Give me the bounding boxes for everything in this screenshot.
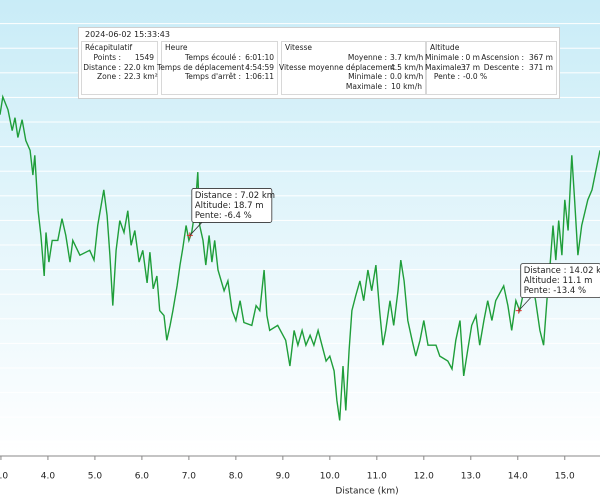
panel-value: 22.3 km² bbox=[124, 72, 158, 82]
panel-label: Zone : bbox=[96, 72, 121, 82]
x-tick-label: 11.0 bbox=[367, 472, 387, 482]
annotation-box bbox=[191, 188, 273, 223]
x-tick-label: 13.0 bbox=[461, 472, 481, 482]
annotation-text: Altitude: 18.7 m bbox=[195, 201, 264, 211]
panel-label: Vitesse moyenne déplacement : bbox=[279, 62, 400, 72]
summary-panel: 2024-06-02 15:33:43 Récapitulatif Points … bbox=[78, 27, 560, 99]
panel-value: 4.5 km/h bbox=[390, 62, 424, 72]
panel-label: Temps d'arrêt : bbox=[184, 72, 241, 82]
panel-value: 4:54:59 bbox=[245, 62, 274, 72]
panel-row: Maximale : 10 km/h bbox=[285, 82, 422, 92]
panel-value: 1:06:11 bbox=[245, 72, 274, 82]
x-tick-label: 8.0 bbox=[229, 472, 244, 482]
panel-label: Maximale : bbox=[345, 81, 387, 91]
panel-row: Pente : -0.0 % bbox=[430, 72, 553, 82]
panel-label: Pente : bbox=[433, 72, 460, 82]
panel-value: -0.0 % bbox=[463, 72, 488, 82]
panel-label: Minimale : bbox=[348, 72, 387, 82]
panel-row: Points : 1549 bbox=[85, 53, 154, 63]
panel-label: Distance : bbox=[83, 62, 121, 72]
x-tick-label: 15.0 bbox=[555, 472, 575, 482]
annotation-pointer bbox=[189, 222, 203, 236]
panel-value: 37 m bbox=[460, 62, 480, 72]
panel-row: Moyenne :3.7 km/h bbox=[285, 53, 424, 63]
panel-section: Altitude Minimale :0 m Ascension :367 m Max… bbox=[425, 41, 557, 95]
panel-label: Ascension : bbox=[481, 53, 524, 62]
section-title: Récapitulatif bbox=[85, 43, 133, 52]
elevation-line bbox=[0, 94, 600, 421]
panel-row: Vitesse moyenne déplacement :4.5 km/h bbox=[279, 62, 424, 73]
panel-row: Temps écoulé : 6:01:10 bbox=[165, 53, 274, 63]
annotation-text: Pente: -6.4 % bbox=[195, 211, 252, 221]
section-title: Altitude bbox=[430, 43, 460, 52]
panel-label: Temps de déplacement : bbox=[157, 62, 250, 72]
annotation-box bbox=[520, 263, 600, 298]
panel-value: 10 km/h bbox=[391, 81, 422, 91]
panel-label: Maximale : bbox=[425, 62, 467, 72]
panel-value: 371 m bbox=[528, 62, 553, 72]
x-tick-label: 12.0 bbox=[414, 472, 434, 482]
x-tick-label: 10.0 bbox=[320, 472, 340, 482]
panel-value: 367 m bbox=[528, 53, 553, 62]
x-tick-label: 9.0 bbox=[276, 472, 291, 482]
annotation-text: Distance : 14.02 km bbox=[524, 266, 600, 276]
x-tick-label: 14.0 bbox=[508, 472, 528, 482]
section-title: Heure bbox=[165, 43, 188, 52]
annotation-pointer bbox=[518, 297, 532, 311]
annotation-text: Pente: -13.4 % bbox=[524, 286, 586, 296]
panel-row: Distance :22.0 km bbox=[83, 62, 155, 73]
panel-row: Maximale :37 m Descente : 371 m bbox=[425, 62, 553, 73]
panel-label: Minimale : bbox=[425, 53, 464, 62]
annotation-text: Altitude: 11.1 m bbox=[524, 276, 593, 286]
section-title: Vitesse bbox=[285, 43, 313, 52]
panel-section: Vitesse Moyenne :3.7 km/h Vitesse moyenne … bbox=[279, 41, 426, 95]
panel-label: Temps écoulé : bbox=[185, 53, 241, 62]
annotation-text: Distance : 7.02 km bbox=[195, 191, 275, 201]
panel-section: Heure Temps écoulé : 6:01:10 Temps de dépla… bbox=[157, 41, 278, 95]
panel-row: Minimale :0 m Ascension : 367 m bbox=[425, 53, 553, 63]
panel-row: Temps de déplacement :4:54:59 bbox=[157, 62, 274, 73]
panel-value: 0 m bbox=[465, 53, 480, 62]
x-tick-label: 7.0 bbox=[182, 472, 197, 482]
x-tick-label: 6.0 bbox=[135, 472, 150, 482]
panel-label: Descente : bbox=[483, 62, 524, 72]
x-tick-label: 3.0 bbox=[0, 472, 8, 482]
timestamp: 2024-06-02 15:33:43 bbox=[85, 30, 170, 39]
x-tick-label: 5.0 bbox=[88, 472, 103, 482]
panel-label: Moyenne : bbox=[347, 53, 387, 62]
panel-value: 0.0 km/h bbox=[390, 72, 424, 82]
x-tick-label: 4.0 bbox=[41, 472, 56, 482]
panel-section: Récapitulatif Points :1549 Distance :22.0 … bbox=[81, 41, 158, 95]
panel-label: Points : bbox=[93, 53, 121, 62]
panel-value: 1549 bbox=[134, 53, 154, 62]
panel-value: 6:01:10 bbox=[245, 53, 274, 62]
x-axis-label: Distance (km) bbox=[335, 487, 398, 496]
panel-value: 3.7 km/h bbox=[390, 53, 424, 62]
panel-row: Temps d'arrêt : 1:06:11 bbox=[165, 72, 274, 82]
annotation-marker bbox=[186, 232, 193, 239]
panel-row: Minimale :0.0 km/h bbox=[285, 72, 424, 82]
panel-row: Zone :22.3 km² bbox=[85, 72, 158, 82]
panel-value: 22.0 km bbox=[124, 62, 155, 72]
